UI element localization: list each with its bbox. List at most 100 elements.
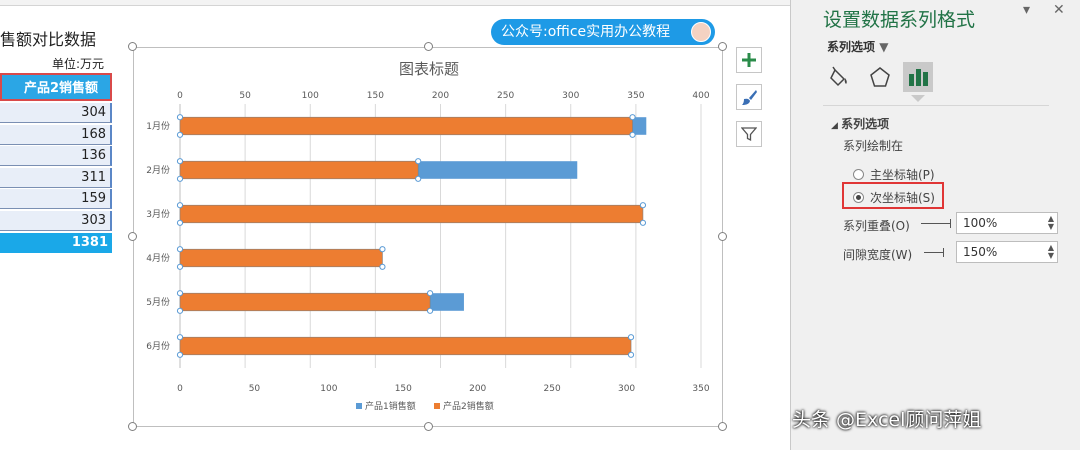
selection-handle[interactable] (176, 158, 184, 165)
secondary-axis-radio-button[interactable] (853, 192, 864, 203)
effects-tab[interactable] (865, 62, 895, 92)
selection-handle[interactable] (629, 131, 636, 138)
chart-title[interactable]: 图表标题 (398, 60, 459, 78)
primary-axis-label: 主坐标轴(P) (870, 168, 935, 182)
resize-handle-sw[interactable] (128, 422, 137, 431)
table-header-cell[interactable]: 产品2销售额 (0, 73, 112, 101)
gap-width-input[interactable]: 150% ▲ ▼ (956, 241, 1058, 263)
avatar-icon (691, 22, 711, 42)
gap-width-slider[interactable] (924, 248, 944, 257)
selection-handle[interactable] (176, 263, 184, 270)
category-label: 2月份 (146, 164, 170, 176)
bar-series2[interactable] (179, 160, 419, 180)
selection-handle[interactable] (639, 219, 647, 226)
top-axis-tick-label: 150 (367, 91, 384, 101)
selection-handle[interactable] (415, 175, 422, 182)
spin-arrows-icon[interactable]: ▲ ▼ (1047, 243, 1054, 260)
selection-handle[interactable] (176, 175, 184, 182)
selection-handle[interactable] (176, 219, 184, 226)
bar-series2[interactable] (179, 116, 633, 136)
bottom-axis-tick-label: 0 (177, 384, 183, 394)
selection-handle[interactable] (426, 290, 434, 297)
selection-handle[interactable] (639, 202, 647, 209)
legend-label-series2: 产品2销售额 (443, 400, 494, 412)
category-label: 3月份 (146, 208, 170, 220)
resize-handle-nw[interactable] (128, 42, 137, 51)
series-overlap-input[interactable]: 100% ▲ ▼ (956, 212, 1058, 234)
selection-handle[interactable] (176, 131, 184, 138)
series-overlap-label: 系列重叠(O) (843, 219, 910, 233)
category-label: 5月份 (146, 296, 170, 308)
series-options-dropdown[interactable]: 系列选项 ▼ (827, 38, 888, 55)
selection-handle[interactable] (176, 114, 184, 121)
resize-handle-se[interactable] (718, 422, 727, 431)
selection-handle[interactable] (176, 246, 184, 253)
chart-area[interactable]: 图表标题 0 50 100 150 200 250 300 350 400 0 50 100 150 20… (133, 47, 723, 427)
bar-series2[interactable] (179, 292, 431, 312)
chart-elements-button[interactable] (736, 47, 762, 73)
primary-axis-radio-button[interactable] (853, 169, 864, 180)
primary-axis-radio[interactable]: 主坐标轴(P) (853, 166, 935, 183)
spin-arrows-icon[interactable]: ▲ ▼ (1047, 214, 1054, 231)
table-row[interactable]: 159 (0, 189, 112, 210)
table-row[interactable]: 304 (0, 103, 112, 123)
selection-handle[interactable] (176, 290, 184, 297)
pentagon-icon (870, 67, 890, 87)
resize-handle-ne[interactable] (718, 42, 727, 51)
resize-handle-s[interactable] (424, 422, 433, 431)
gap-width-label: 间隙宽度(W) (843, 248, 913, 262)
selection-handle[interactable] (176, 334, 184, 341)
resize-handle-e[interactable] (718, 232, 727, 241)
chevron-down-icon: ▼ (879, 40, 889, 54)
close-icon[interactable]: ✕ (1053, 2, 1065, 18)
chart-styles-button[interactable] (736, 84, 762, 110)
series-options-dropdown-label: 系列选项 (827, 40, 876, 54)
selection-handle[interactable] (379, 246, 386, 253)
bar-series2[interactable] (179, 204, 644, 224)
pane-title: 设置数据系列格式 (823, 9, 976, 31)
top-axis-tick-label: 200 (432, 91, 449, 101)
bar-series2[interactable] (179, 248, 383, 268)
selection-handle[interactable] (379, 263, 386, 270)
selection-handle[interactable] (627, 351, 635, 358)
selection-handle[interactable] (415, 158, 422, 165)
series-overlap-slider[interactable] (921, 219, 951, 228)
resize-handle-n[interactable] (424, 42, 433, 51)
table-row[interactable]: 311 (0, 167, 112, 188)
resize-handle-w[interactable] (128, 232, 137, 241)
selection-handle[interactable] (426, 307, 434, 314)
bar-series2[interactable] (179, 336, 632, 356)
fill-line-tab[interactable] (825, 62, 855, 92)
plus-icon (742, 53, 756, 67)
selection-handle[interactable] (176, 202, 184, 209)
category-label: 1月份 (146, 120, 170, 132)
bar-chart-icon (909, 69, 928, 86)
table-row[interactable]: 303 (0, 211, 112, 231)
author-credit: 头条 @Excel顾问萍姐 (792, 409, 982, 431)
table-total-cell[interactable]: 1381 (0, 233, 112, 253)
series-options-section-header[interactable]: ◢ 系列选项 (831, 115, 889, 132)
selection-handle[interactable] (627, 334, 635, 341)
plot-series-on-label: 系列绘制在 (843, 139, 904, 153)
selection-handle[interactable] (176, 307, 184, 314)
watermark-badge: 公众号:office实用办公教程 (491, 19, 715, 45)
bottom-axis-tick-label: 100 (320, 384, 337, 394)
secondary-axis-label: 次坐标轴(S) (870, 191, 935, 205)
top-axis-tick-label: 100 (302, 91, 319, 101)
bottom-axis-tick-label: 350 (692, 384, 709, 394)
pane-divider (823, 105, 1049, 106)
bar-chart-svg[interactable]: 0 50 100 150 200 250 300 350 400 0 50 100 150 200 250 3… (134, 48, 724, 428)
table-row[interactable]: 168 (0, 124, 112, 145)
chart-filters-button[interactable] (736, 121, 762, 147)
filter-icon (741, 127, 757, 142)
selection-handle[interactable] (629, 114, 636, 121)
series-options-tab[interactable] (903, 62, 933, 92)
table-row[interactable]: 136 (0, 146, 112, 167)
pane-options-chevron-icon[interactable]: ▾ (1023, 2, 1031, 18)
legend-swatch-series1 (356, 403, 362, 409)
series-overlap-value: 100% (963, 216, 998, 230)
section-label: 系列选项 (841, 117, 890, 131)
selection-handle[interactable] (176, 351, 184, 358)
legend-swatch-series2 (434, 403, 440, 409)
secondary-axis-radio[interactable]: 次坐标轴(S) (853, 189, 935, 206)
